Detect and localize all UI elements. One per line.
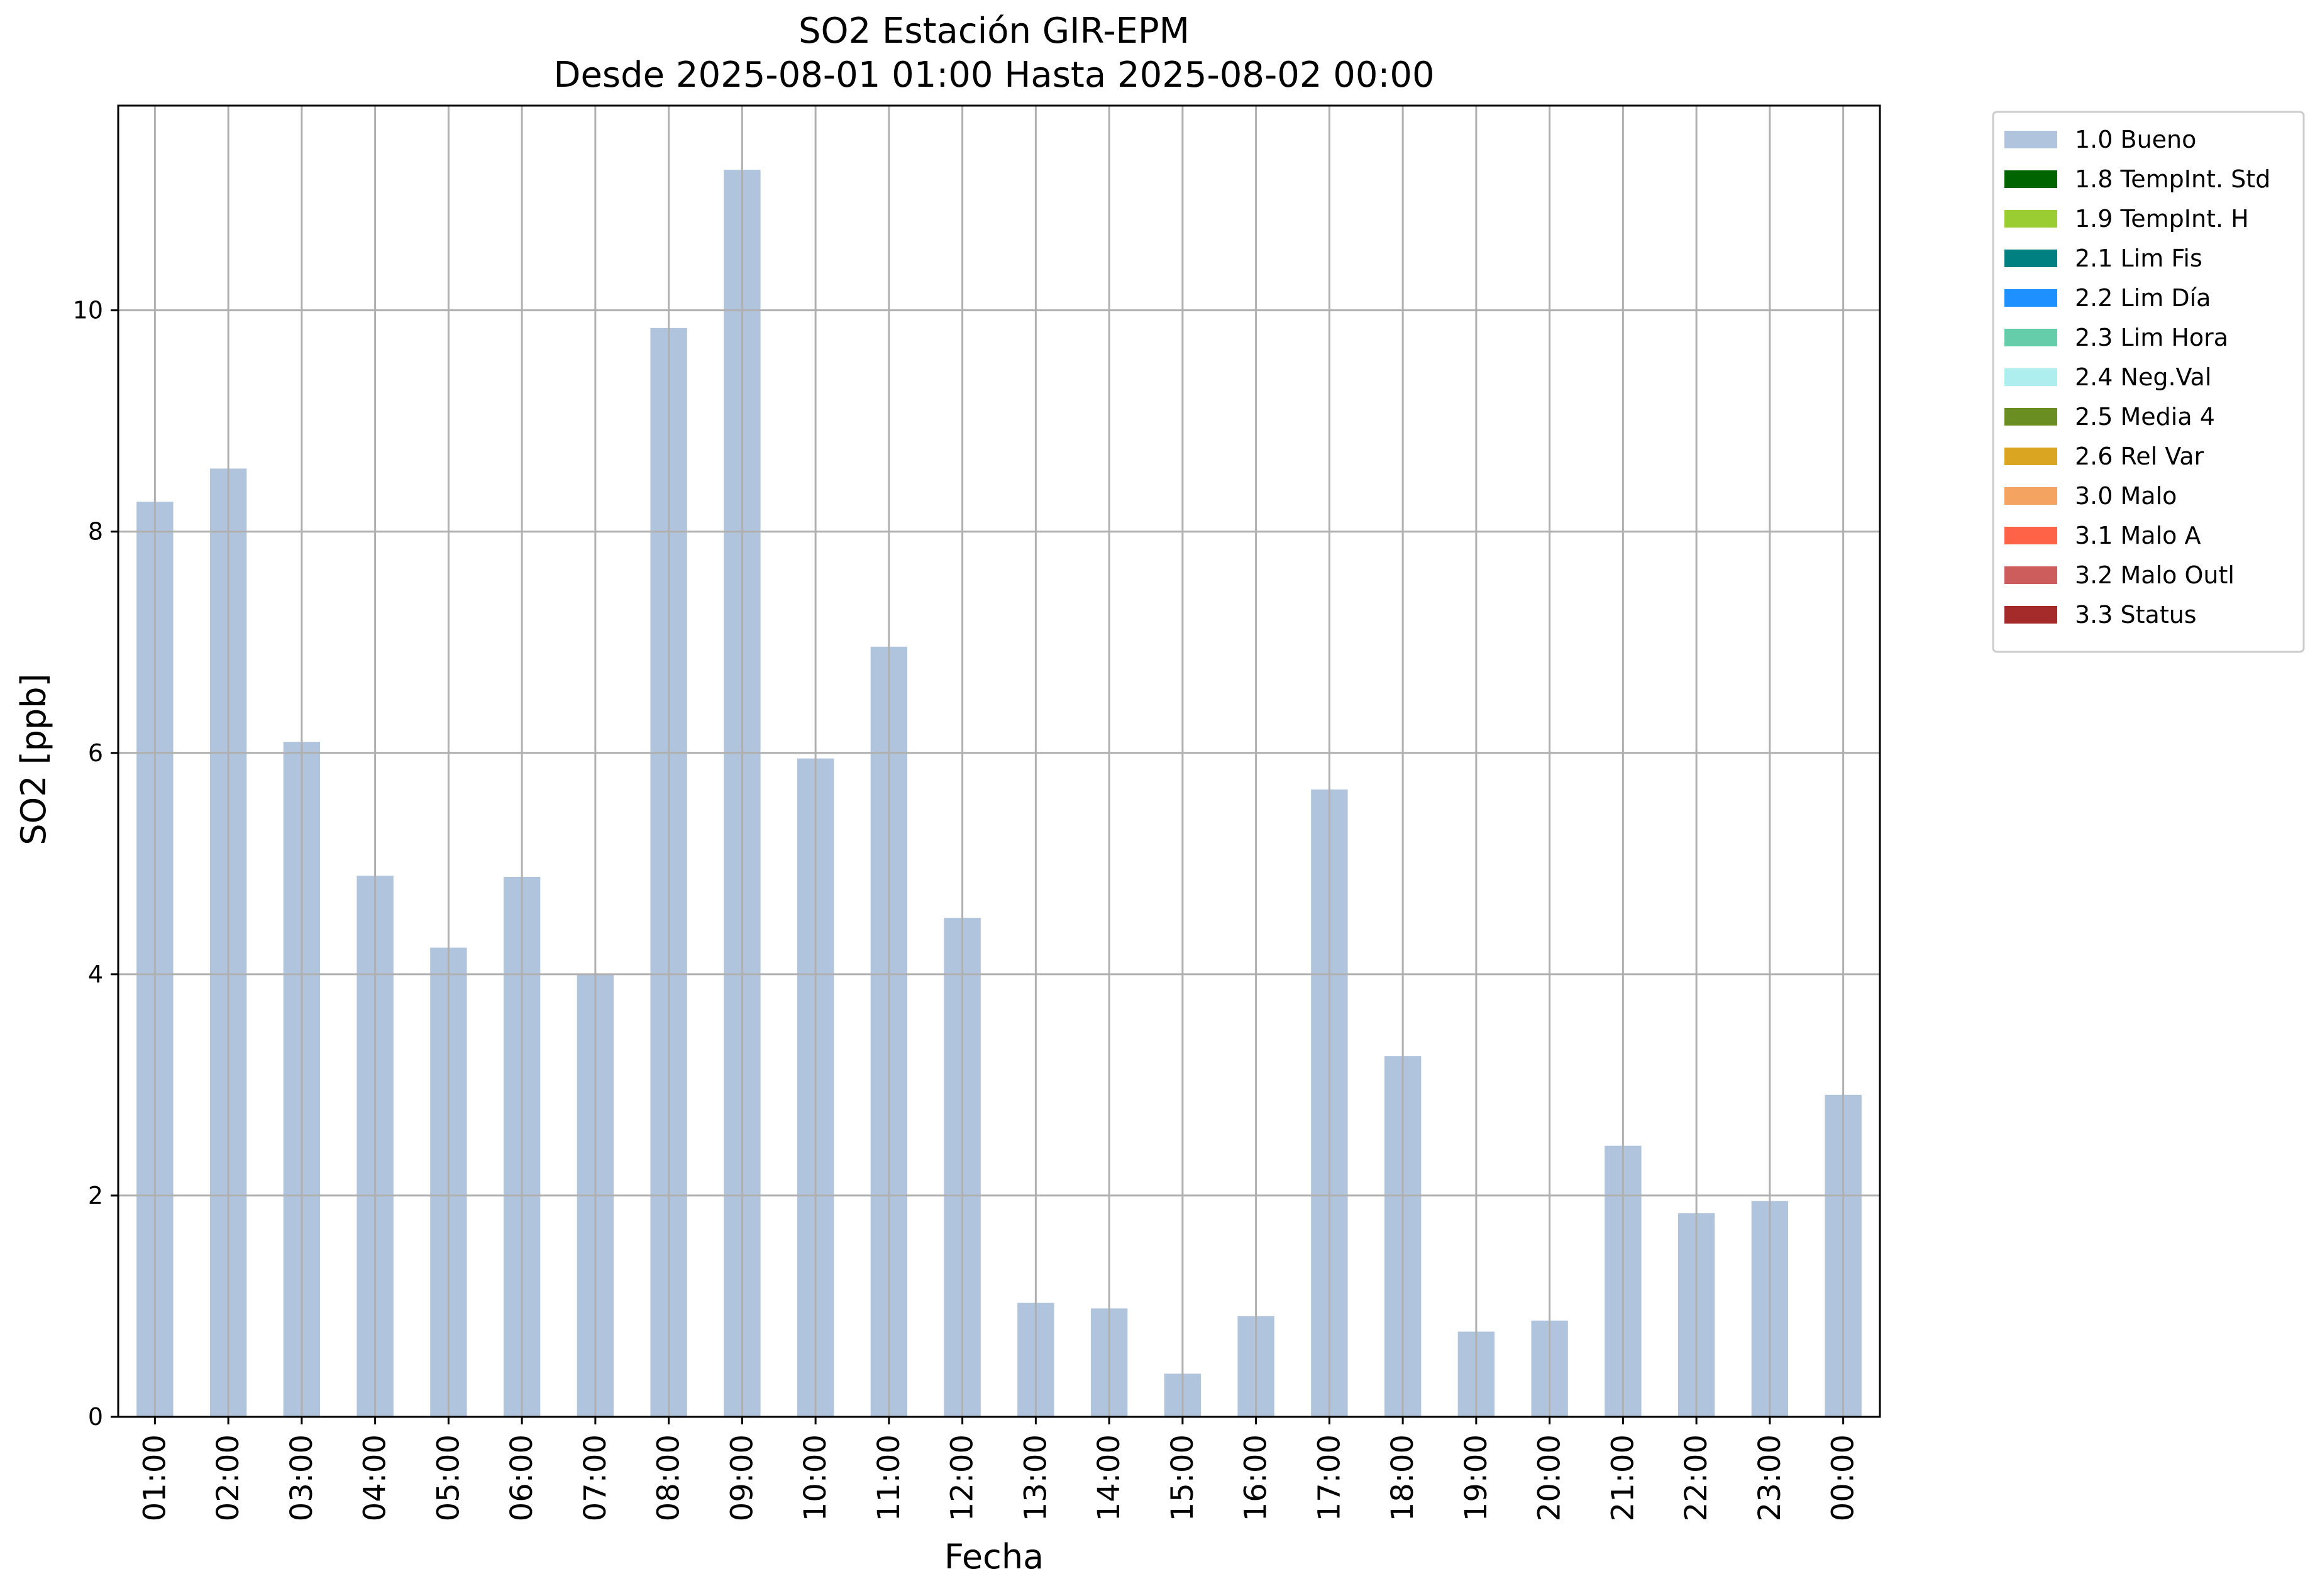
- x-tick-label: 04:00: [358, 1434, 393, 1521]
- x-tick-label: 01:00: [137, 1434, 172, 1521]
- legend-label: 2.6 Rel Var: [2075, 443, 2204, 470]
- legend-swatch: [2004, 606, 2057, 624]
- legend: 1.0 Bueno 1.8 TempInt. Std 1.9 TempInt. H 2…: [1992, 111, 2305, 653]
- x-tick-label: 16:00: [1239, 1434, 1274, 1521]
- legend-label: 3.0 Malo: [2075, 482, 2177, 510]
- x-tick-label: 08:00: [651, 1434, 687, 1521]
- chart-subtitle: Desde 2025-08-01 01:00 Hasta 2025-08-02 …: [553, 55, 1434, 96]
- legend-swatch: [2004, 250, 2057, 267]
- legend-swatch: [2004, 408, 2057, 426]
- x-tick-label: 19:00: [1459, 1434, 1494, 1521]
- x-axis-label: Fecha: [944, 1537, 1044, 1577]
- x-tick-label: 13:00: [1018, 1434, 1053, 1521]
- x-tick-label: 00:00: [1826, 1434, 1861, 1521]
- legend-label: 1.0 Bueno: [2075, 126, 2196, 153]
- plot-area: 0 2 4 6 8 10 01:00 02:00 03:00 04:00 05:00 06:00 07:…: [73, 104, 1881, 1521]
- legend-swatch: [2004, 289, 2057, 307]
- x-tick-label: 05:00: [431, 1434, 466, 1521]
- x-tick-label: 12:00: [945, 1434, 980, 1521]
- y-tick-label: 6: [88, 739, 103, 767]
- legend-label: 2.2 Lim Día: [2075, 284, 2211, 312]
- x-tick-label: 22:00: [1679, 1434, 1714, 1521]
- x-tick-label: 11:00: [871, 1434, 907, 1521]
- legend-swatch: [2004, 329, 2057, 346]
- y-axis-label: SO2 [ppb]: [14, 673, 53, 845]
- x-tick-label: 21:00: [1605, 1434, 1640, 1521]
- x-tick-label: 20:00: [1532, 1434, 1567, 1521]
- legend-box: [1992, 111, 2305, 653]
- legend-label: 2.4 Neg.Val: [2075, 363, 2211, 391]
- plot-frame: [117, 104, 1881, 1418]
- legend-label: 3.3 Status: [2075, 601, 2197, 629]
- legend-swatch: [2004, 487, 2057, 505]
- x-tick-label: 03:00: [284, 1434, 319, 1521]
- x-tick-label: 10:00: [798, 1434, 833, 1521]
- legend-label: 2.1 Lim Fis: [2075, 245, 2202, 272]
- legend-swatch: [2004, 131, 2057, 148]
- legend-swatch: [2004, 527, 2057, 544]
- legend-swatch: [2004, 170, 2057, 188]
- x-tick-label: 18:00: [1385, 1434, 1420, 1521]
- legend-label: 3.1 Malo A: [2075, 522, 2201, 549]
- y-tick-label: 2: [88, 1182, 103, 1209]
- x-tick-label: 06:00: [504, 1434, 539, 1521]
- x-tick-label: 07:00: [578, 1434, 613, 1521]
- legend-label: 2.5 Media 4: [2075, 403, 2215, 431]
- legend-label: 1.8 TempInt. Std: [2075, 165, 2270, 193]
- legend-label: 3.2 Malo Outl: [2075, 561, 2235, 589]
- x-tick-label: 23:00: [1752, 1434, 1787, 1521]
- x-tick-label: 09:00: [724, 1434, 760, 1521]
- x-tick-label: 02:00: [211, 1434, 246, 1521]
- y-tick-label: 4: [88, 960, 103, 988]
- legend-swatch: [2004, 566, 2057, 584]
- legend-swatch: [2004, 210, 2057, 228]
- x-tick-label: 14:00: [1091, 1434, 1127, 1521]
- legend-label: 1.9 TempInt. H: [2075, 205, 2249, 233]
- x-tick-label: 17:00: [1312, 1434, 1347, 1521]
- legend-swatch: [2004, 448, 2057, 465]
- legend-label: 2.3 Lim Hora: [2075, 324, 2228, 351]
- y-tick-label: 8: [88, 518, 103, 546]
- y-tick-label: 0: [88, 1403, 103, 1431]
- plot-background: [118, 106, 1880, 1417]
- x-tick-label: 15:00: [1165, 1434, 1200, 1521]
- y-tick-label: 10: [73, 297, 103, 324]
- chart-title: SO2 Estación GIR-EPM: [798, 11, 1190, 52]
- legend-swatch: [2004, 368, 2057, 386]
